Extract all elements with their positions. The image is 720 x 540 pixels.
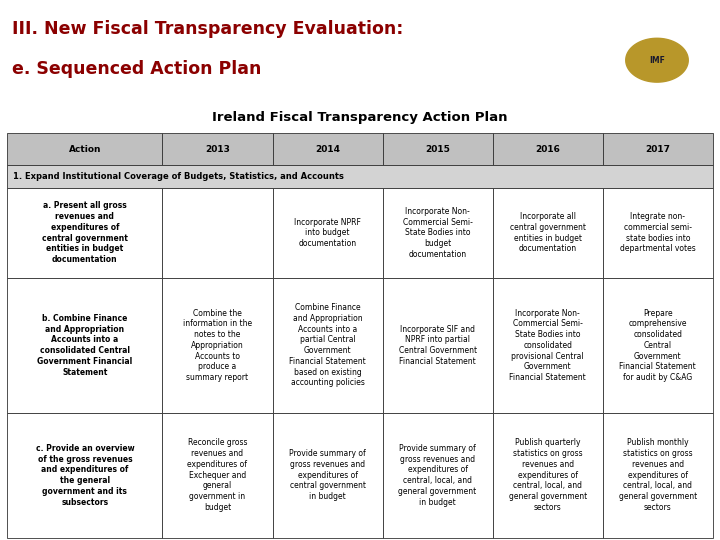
Text: a. Present all gross
revenues and
expenditures of
central government
entities in: a. Present all gross revenues and expend… [42, 201, 127, 264]
Bar [382, 133, 492, 165]
Bar [603, 278, 713, 413]
Bar [272, 133, 382, 165]
Bar [7, 278, 163, 413]
Text: c. Provide an overview
of the gross revenues
and expenditures of
the general
gov: c. Provide an overview of the gross reve… [35, 444, 134, 507]
Bar [272, 278, 382, 413]
Text: 2015: 2015 [426, 145, 450, 154]
Text: Incorporate Non-
Commercial Semi-
State Bodies into
consolidated
provisional Cen: Incorporate Non- Commercial Semi- State … [509, 308, 586, 382]
Bar [163, 133, 272, 165]
Text: Provide summary of
gross revenues and
expenditures of
central government
in budg: Provide summary of gross revenues and ex… [289, 449, 366, 501]
Text: Incorporate Non-
Commercial Semi-
State Bodies into
budget
documentation: Incorporate Non- Commercial Semi- State … [402, 207, 472, 259]
Polygon shape [626, 38, 688, 82]
Text: Provide summary of
gross revenues and
expenditures of
central, local, and
genera: Provide summary of gross revenues and ex… [398, 444, 477, 507]
Text: Incorporate all
central government
entities in budget
documentation: Incorporate all central government entit… [510, 212, 585, 253]
Text: III. New Fiscal Transparency Evaluation:: III. New Fiscal Transparency Evaluation: [12, 20, 403, 38]
Bar [492, 187, 603, 278]
Bar [7, 165, 713, 187]
Bar [7, 413, 163, 538]
Text: Prepare
comprehensive
consolidated
Central
Government
Financial Statement
for au: Prepare comprehensive consolidated Centr… [619, 308, 696, 382]
Bar [603, 187, 713, 278]
Bar [272, 187, 382, 278]
Text: b. Combine Finance
and Appropriation
Accounts into a
consolidated Central
Govern: b. Combine Finance and Appropriation Acc… [37, 314, 132, 377]
Text: Combine the
information in the
notes to the
Appropriation
Accounts to
produce a
: Combine the information in the notes to … [183, 308, 252, 382]
Text: Publish quarterly
statistics on gross
revenues and
expenditures of
central, loca: Publish quarterly statistics on gross re… [508, 438, 587, 512]
Text: Combine Finance
and Appropriation
Accounts into a
partial Central
Government
Fin: Combine Finance and Appropriation Accoun… [289, 303, 366, 388]
Bar [163, 278, 272, 413]
Bar [163, 187, 272, 278]
Text: Action: Action [68, 145, 101, 154]
Bar [492, 133, 603, 165]
Text: IMF: IMF [649, 56, 665, 65]
Bar [272, 413, 382, 538]
Text: Ireland Fiscal Transparency Action Plan: Ireland Fiscal Transparency Action Plan [212, 111, 508, 124]
Bar [603, 413, 713, 538]
Bar [492, 278, 603, 413]
Bar [382, 278, 492, 413]
Text: 2013: 2013 [205, 145, 230, 154]
Bar [382, 187, 492, 278]
Bar [492, 413, 603, 538]
Text: Incorporate NPRF
into budget
documentation: Incorporate NPRF into budget documentati… [294, 218, 361, 248]
Bar [603, 133, 713, 165]
Text: 2017: 2017 [645, 145, 670, 154]
Bar [163, 413, 272, 538]
Text: Integrate non-
commercial semi-
state bodies into
departmental votes: Integrate non- commercial semi- state bo… [620, 212, 696, 253]
Bar [382, 413, 492, 538]
Bar [7, 133, 163, 165]
Text: Publish monthly
statistics on gross
revenues and
expenditures of
central, local,: Publish monthly statistics on gross reve… [618, 438, 697, 512]
Text: e. Sequenced Action Plan: e. Sequenced Action Plan [12, 60, 261, 78]
Text: 1. Expand Institutional Coverage of Budgets, Statistics, and Accounts: 1. Expand Institutional Coverage of Budg… [13, 172, 343, 181]
Text: FAD: FAD [631, 10, 683, 32]
Text: Incorporate SIF and
NPRF into partial
Central Government
Financial Statement: Incorporate SIF and NPRF into partial Ce… [399, 325, 477, 366]
Text: 2014: 2014 [315, 145, 340, 154]
Text: 2016: 2016 [535, 145, 560, 154]
Text: Reconcile gross
revenues and
expenditures of
Exchequer and
general
government in: Reconcile gross revenues and expenditure… [187, 438, 248, 512]
Bar [7, 187, 163, 278]
